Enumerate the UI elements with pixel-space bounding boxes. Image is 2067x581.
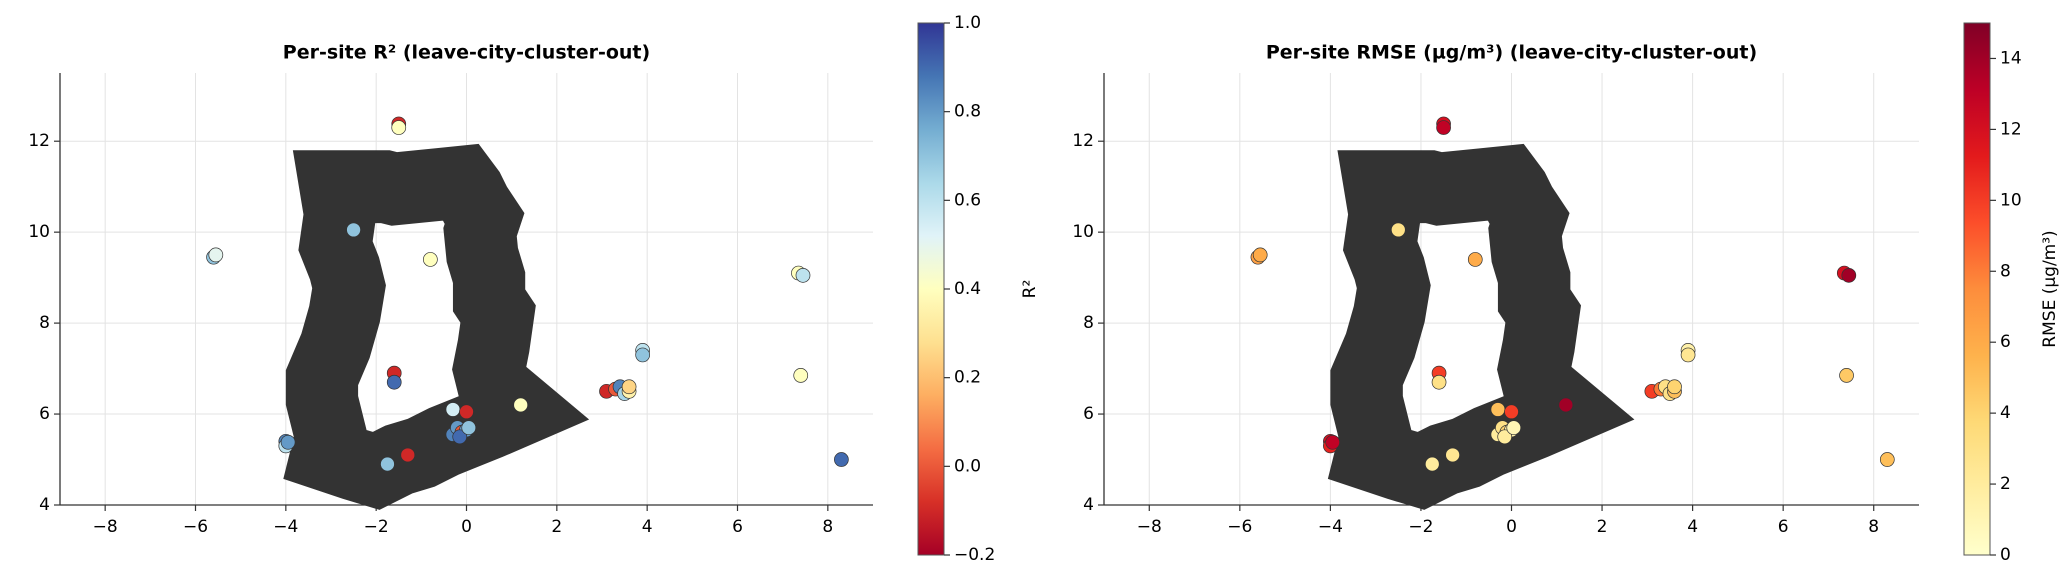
site-point [1467,252,1483,267]
y-tick-label: 10 [1072,222,1094,242]
colorbar-tick-label: 1.0 [954,13,981,33]
y-tick-label: 6 [39,404,50,424]
site-point [1490,402,1506,417]
site-point [423,252,438,267]
site-point [1445,447,1460,463]
y-tick-label: 10 [28,222,50,242]
site-point [513,397,529,413]
colorbar-tick-label: 0.2 [954,368,981,388]
site-point [1506,420,1522,436]
site-point [1558,397,1574,413]
x-tick-label: −4 [1318,517,1343,537]
colorbar-tick-label: 0.4 [954,279,981,299]
site-point [1424,456,1440,472]
x-tick-label: −8 [1137,517,1162,537]
x-tick-label: −2 [1408,517,1433,537]
site-point [1667,379,1682,395]
colorbar-tick-label: 4 [2000,403,2011,423]
y-tick-label: 12 [1072,131,1094,151]
y-tick-label: 4 [39,495,50,515]
x-tick-label: 8 [822,517,833,537]
colorbar-tick-label: 0.0 [954,456,981,476]
colorbar-tick-label: 0 [2000,545,2011,565]
colorbar-tick-label: 6 [2000,332,2011,352]
site-point [1839,368,1854,383]
x-tick-label: −4 [273,517,298,537]
site-point [386,374,402,390]
site-point [1841,268,1857,283]
site-point [1504,404,1519,420]
x-tick-label: −6 [183,517,208,537]
site-point [280,434,296,450]
site-point [1252,247,1268,263]
site-point [793,368,809,383]
x-tick-label: −8 [93,517,118,537]
site-point [445,402,461,417]
x-tick-label: 0 [461,517,472,537]
site-point [452,429,468,445]
site-point [1879,452,1895,467]
site-point [459,404,474,420]
x-tick-label: −6 [1227,517,1252,537]
site-point [1431,374,1447,390]
site-point [208,247,224,263]
site-point [1680,347,1696,363]
colorbar [917,22,945,556]
x-tick-label: 4 [1687,517,1698,537]
y-tick-label: 8 [39,313,50,333]
site-point [380,456,395,472]
colorbar-label: RMSE (µg/m³) [2040,230,2060,347]
site-point [621,379,637,395]
site-point [834,452,849,467]
colorbar-tick-label: 10 [2000,190,2022,210]
site-point [1325,434,1341,450]
site-point [461,420,477,436]
x-tick-label: 6 [732,517,743,537]
x-tick-label: −2 [364,517,389,537]
site-point [1436,120,1451,135]
chart-title: Per-site RMSE (µg/m³) (leave-city-cluste… [1266,42,1757,64]
y-tick-label: 4 [1083,495,1094,515]
colorbar-tick-label: 8 [2000,261,2011,281]
colorbar-tick-label: 0.6 [954,190,981,210]
site-point [635,347,651,363]
colorbar-tick-label: −0.2 [954,545,995,565]
site-point [1497,429,1513,445]
x-tick-label: 2 [551,517,562,537]
x-tick-label: 6 [1778,517,1789,537]
colorbar [1963,22,1991,556]
colorbar-label: R² [1020,280,1040,299]
x-tick-label: 4 [642,517,653,537]
colorbar-tick-label: 0.8 [954,102,981,122]
y-tick-label: 8 [1083,313,1094,333]
x-tick-label: 0 [1506,517,1517,537]
colorbar-tick-label: 2 [2000,474,2011,494]
panel: Per-site RMSE (µg/m³) (leave-city-cluste… [1072,22,2060,565]
site-point [346,222,361,238]
x-tick-label: 8 [1868,517,1879,537]
panel: Per-site R² (leave-city-cluster-out) −8 −6… [28,13,1040,565]
colorbar-tick-label: 14 [2000,48,2022,68]
chart-title: Per-site R² (leave-city-cluster-out) [283,42,650,64]
x-tick-label: 2 [1597,517,1608,537]
site-point [391,120,407,135]
site-point [795,268,811,283]
y-tick-label: 6 [1083,404,1094,424]
y-tick-label: 12 [28,131,50,151]
site-point [1390,222,1406,238]
colorbar-tick-label: 12 [2000,119,2022,139]
site-point [400,447,416,463]
